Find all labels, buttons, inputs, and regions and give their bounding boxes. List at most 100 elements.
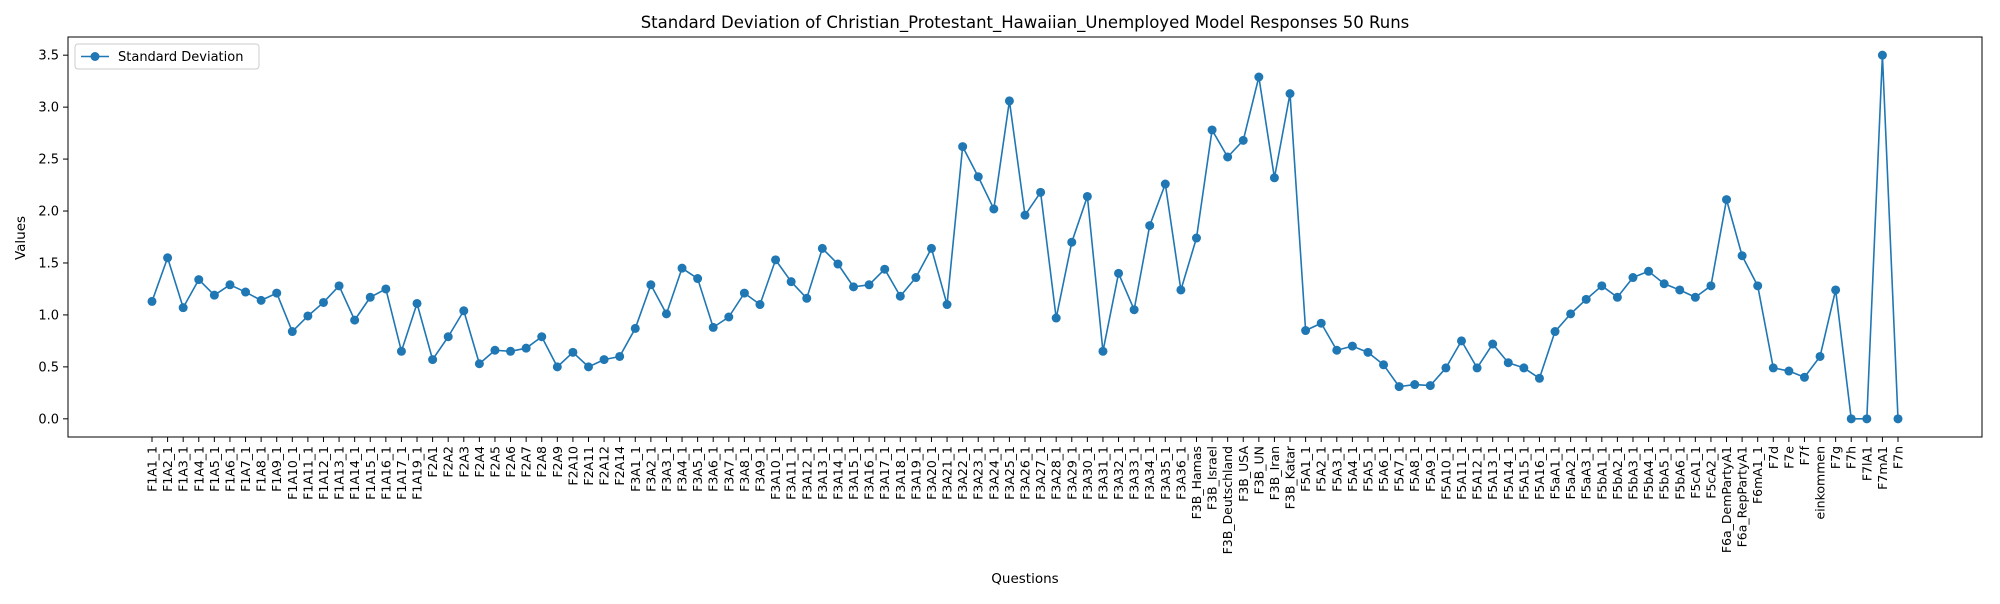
x-tick-label: F5A12_1	[1470, 446, 1485, 500]
x-tick-label: F7lA1	[1859, 446, 1874, 481]
data-point	[521, 343, 531, 353]
legend-box	[74, 43, 260, 70]
x-tick-label: F1A9_1	[269, 446, 284, 492]
x-tick-label: F2A7	[519, 446, 534, 478]
data-point	[1098, 346, 1108, 356]
x-tick-label: F2A9	[550, 446, 565, 478]
x-tick-label: F3A28_1	[1049, 446, 1064, 500]
data-point	[1893, 414, 1903, 424]
data-point	[1425, 381, 1435, 391]
x-tick-label: F6mA1_1	[1750, 446, 1765, 504]
x-tick-label: F5A5_1	[1360, 446, 1375, 492]
x-tick-label: F1A10_1	[285, 446, 300, 500]
data-point	[1799, 372, 1809, 382]
x-tick-label: F3B_Iran	[1267, 446, 1282, 500]
x-tick-label: F1A16_1	[378, 446, 393, 500]
x-tick-label: F3A22_1	[955, 446, 970, 500]
x-tick-label: F7n	[1891, 446, 1906, 469]
x-tick-label: F2A4	[472, 446, 487, 478]
x-tick-label: F5A2_1	[1314, 446, 1329, 492]
data-point	[739, 288, 749, 298]
x-tick-label: F3A30_1	[1080, 446, 1095, 500]
data-point	[1067, 237, 1077, 247]
data-point	[1207, 125, 1217, 135]
x-tick-label: F2A3	[456, 446, 471, 478]
x-tick-label: F7g	[1828, 446, 1843, 469]
data-point	[1846, 414, 1856, 424]
data-point	[1238, 135, 1248, 145]
x-tick-label: F3A13_1	[815, 446, 830, 500]
data-point	[443, 332, 453, 342]
x-tick-label: F5aA3_1	[1579, 446, 1594, 500]
x-tick-label: einkommen	[1813, 446, 1828, 520]
x-tick-label: F3A11_1	[784, 446, 799, 500]
x-tick-label: F3A8_1	[737, 446, 752, 492]
data-point	[147, 296, 157, 306]
data-point	[381, 284, 391, 294]
data-point	[163, 253, 173, 263]
x-tick-label: F3A9_1	[752, 446, 767, 492]
x-tick-label: F6a_DemPartyA1	[1719, 446, 1734, 553]
data-point	[1550, 327, 1560, 337]
data-point	[973, 172, 983, 182]
y-tick-label: 2.0	[38, 205, 59, 220]
x-tick-label: F3A2_1	[643, 446, 658, 492]
x-tick-label: F3A12_1	[799, 446, 814, 500]
data-point	[1285, 89, 1295, 99]
y-tick-label: 0.0	[38, 412, 59, 427]
data-point	[225, 280, 235, 290]
x-tick-label: F3B_Katar	[1283, 445, 1298, 509]
x-tick-label: F1A2_1	[160, 446, 175, 492]
x-tick-label: F3A35_1	[1158, 446, 1173, 500]
data-point	[1581, 294, 1591, 304]
x-tick-label: F5bA2_1	[1610, 446, 1625, 500]
x-tick-label: F3A25_1	[1002, 446, 1017, 500]
y-tick-label: 2.5	[38, 153, 59, 168]
data-point	[412, 298, 422, 308]
data-point	[1301, 326, 1311, 336]
x-tick-label: F3A21_1	[940, 446, 955, 500]
x-tick-label: F1A12_1	[316, 446, 331, 500]
data-point	[1254, 72, 1264, 82]
data-point	[1457, 336, 1466, 346]
data-point	[334, 281, 344, 291]
data-point	[1784, 366, 1794, 376]
x-tick-label: F2A12	[597, 446, 612, 486]
data-point	[1145, 221, 1155, 231]
legend-label: Standard Deviation	[118, 50, 243, 65]
x-tick-label: F1A7_1	[238, 446, 253, 492]
x-tick-label: F3A14_1	[830, 446, 845, 500]
data-point	[1082, 191, 1092, 201]
x-tick-label: F3A32_1	[1111, 446, 1126, 500]
data-point	[771, 255, 781, 265]
x-tick-label: F2A1	[425, 446, 440, 478]
data-point	[194, 275, 204, 285]
x-tick-label: F3A6_1	[706, 446, 721, 492]
x-tick-label: F3A34_1	[1142, 446, 1157, 500]
y-tick-label: 1.5	[38, 256, 59, 271]
data-point	[880, 264, 890, 274]
data-point	[1675, 285, 1685, 295]
x-tick-label: F1A11_1	[300, 446, 315, 500]
data-point	[989, 204, 999, 214]
data-point	[1114, 268, 1124, 278]
x-tick-label: F1A13_1	[332, 446, 347, 500]
data-point	[895, 291, 905, 301]
x-tick-label: F5A13_1	[1485, 446, 1500, 500]
data-point	[786, 277, 796, 287]
x-tick-label: F1A15_1	[363, 446, 378, 500]
x-tick-label: F5A6_1	[1376, 446, 1391, 492]
x-tick-label: F5A4_1	[1345, 446, 1360, 492]
data-point	[1051, 313, 1061, 323]
data-point	[552, 362, 562, 372]
data-point	[755, 300, 765, 310]
chart-title: Standard Deviation of Christian_Protesta…	[641, 13, 1410, 33]
x-tick-label: F7e	[1781, 446, 1796, 469]
data-point	[303, 311, 313, 321]
data-point	[615, 351, 625, 361]
legend-marker-swatch	[90, 52, 100, 61]
data-point	[1316, 318, 1326, 328]
data-point	[490, 345, 500, 355]
data-point	[1020, 210, 1030, 220]
data-point	[1223, 152, 1233, 162]
